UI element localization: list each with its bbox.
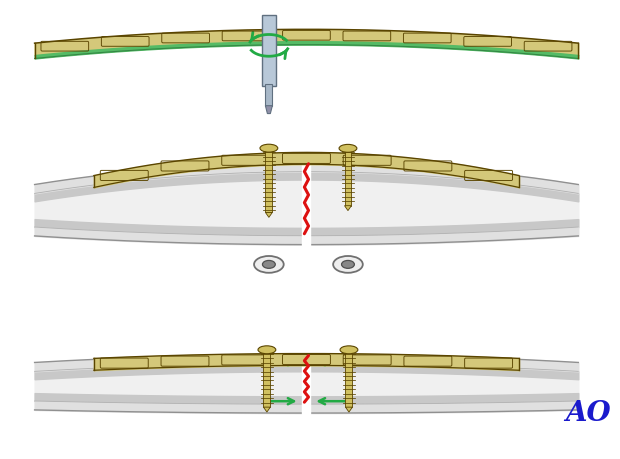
Bar <box>345 350 352 407</box>
Bar <box>264 350 270 407</box>
Polygon shape <box>345 206 352 211</box>
Polygon shape <box>264 407 270 412</box>
Bar <box>265 148 272 213</box>
Bar <box>265 84 272 106</box>
Ellipse shape <box>258 346 276 354</box>
Polygon shape <box>265 106 272 113</box>
Polygon shape <box>345 407 352 412</box>
Ellipse shape <box>262 260 275 269</box>
Ellipse shape <box>339 145 357 152</box>
Polygon shape <box>265 213 272 218</box>
Ellipse shape <box>260 144 278 152</box>
Ellipse shape <box>333 256 363 273</box>
Text: AO: AO <box>565 400 611 427</box>
Ellipse shape <box>342 260 355 269</box>
Bar <box>345 148 352 206</box>
Ellipse shape <box>340 346 358 354</box>
Ellipse shape <box>254 256 284 273</box>
Bar <box>262 15 276 86</box>
